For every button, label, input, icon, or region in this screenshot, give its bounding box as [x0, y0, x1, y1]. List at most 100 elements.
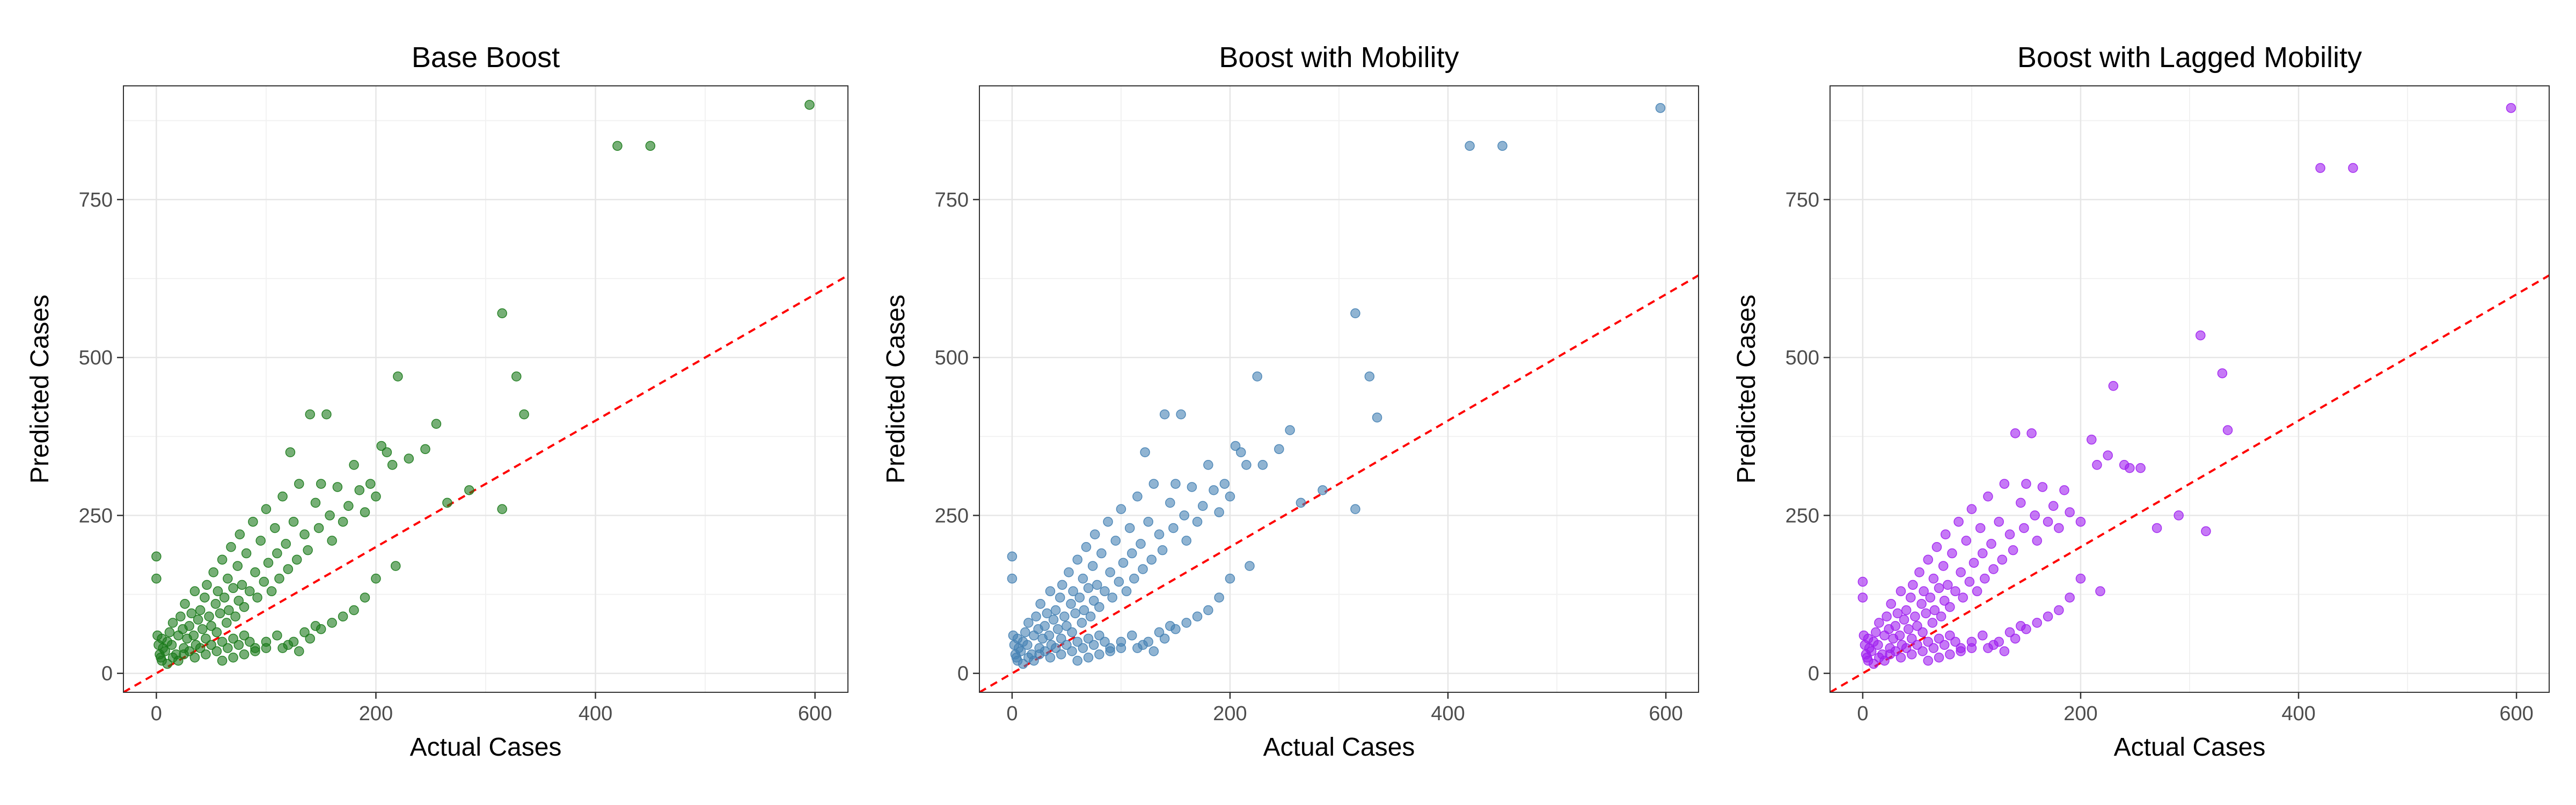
x-ticks: 0 200 400 600 [1857, 692, 2534, 725]
data-point [239, 602, 250, 612]
data-point [2016, 621, 2026, 631]
y-tick-label: 250 [1785, 504, 1819, 527]
panel-base-boost: Base Boost 0 200 400 600 0 250 500 750 Actual … [26, 41, 848, 762]
data-point [338, 611, 348, 621]
data-point [442, 497, 452, 508]
data-point [1107, 592, 1117, 603]
reference-line [123, 274, 848, 692]
data-point [1871, 627, 1881, 638]
data-point [1070, 608, 1080, 619]
x-tick-label: 0 [1006, 702, 1018, 725]
data-point [255, 536, 266, 546]
reference-line-layer [123, 274, 848, 692]
y-tick-label: 250 [79, 504, 113, 527]
data-point [1886, 598, 1896, 609]
data-point [2032, 536, 2043, 546]
data-point [2201, 526, 2211, 537]
points-layer [1007, 103, 1666, 669]
data-point [206, 640, 216, 650]
data-point [288, 636, 299, 647]
data-point [2348, 163, 2358, 173]
data-point [327, 618, 337, 628]
data-point [226, 542, 236, 552]
data-point [162, 658, 173, 669]
data-point [1087, 561, 1098, 571]
data-point [204, 611, 214, 621]
data-point [354, 485, 365, 495]
data-point [1983, 643, 1993, 653]
data-point [211, 627, 222, 638]
data-point [1350, 504, 1360, 514]
data-point [189, 653, 200, 663]
data-point [2125, 463, 2135, 473]
data-point [261, 504, 272, 514]
data-point [360, 507, 370, 517]
data-point [2315, 163, 2325, 173]
data-point [166, 640, 177, 650]
data-point [210, 598, 221, 609]
data-point [1968, 558, 1979, 568]
data-point [1928, 573, 1939, 584]
x-tick-label: 200 [1213, 702, 1247, 725]
points-layer [151, 100, 815, 669]
data-point [186, 608, 197, 619]
data-point [1940, 529, 1951, 539]
data-point [1116, 643, 1126, 653]
data-point [645, 141, 656, 151]
x-tick-label: 600 [798, 702, 832, 725]
data-point [277, 643, 288, 653]
chart-title: Boost with Mobility [1219, 41, 1459, 74]
data-point [1994, 516, 2004, 527]
data-point [1950, 636, 1960, 647]
data-point [1040, 646, 1050, 656]
x-tick-label: 200 [2063, 702, 2097, 725]
data-point [244, 636, 255, 647]
data-point [1873, 640, 1883, 650]
data-point [1945, 602, 1955, 612]
chart-title: Boost with Lagged Mobility [2017, 41, 2362, 74]
data-point [1938, 561, 1949, 571]
data-point [371, 491, 381, 502]
data-point [2217, 368, 2228, 378]
data-point [1018, 658, 1028, 669]
y-axis-label: Predicted Cases [26, 295, 54, 484]
data-point [1015, 646, 1026, 656]
data-point [1052, 624, 1063, 634]
data-point [1934, 583, 1944, 594]
data-point [1062, 621, 1072, 631]
data-point [1056, 633, 1066, 644]
data-point [1927, 618, 1938, 628]
data-point [239, 649, 250, 660]
data-point [1903, 624, 1914, 634]
data-point [184, 621, 194, 631]
data-point [2506, 103, 2516, 113]
data-point [228, 633, 238, 644]
data-point [2037, 482, 2048, 492]
data-point [1999, 479, 2010, 489]
data-point [321, 409, 332, 420]
data-point [188, 630, 199, 641]
data-point [371, 573, 381, 584]
data-point [1100, 586, 1110, 596]
data-point [277, 491, 288, 502]
data-point [391, 561, 401, 571]
x-tick-label: 600 [1649, 702, 1682, 725]
data-point [1132, 643, 1143, 653]
data-point [1181, 618, 1192, 628]
y-tick-label: 0 [101, 663, 113, 685]
data-point [244, 586, 255, 596]
data-point [2196, 330, 2206, 341]
data-point [167, 618, 178, 628]
data-point [1114, 576, 1124, 587]
x-tick-label: 200 [359, 702, 393, 725]
data-point [1219, 479, 1230, 489]
data-point [1939, 640, 1950, 650]
data-point [1094, 630, 1104, 641]
data-point [1956, 646, 1966, 656]
data-point [1975, 523, 1986, 533]
data-point [1179, 510, 1189, 521]
data-point [1157, 545, 1168, 555]
data-point [2043, 516, 2053, 527]
data-point [1931, 542, 1942, 552]
